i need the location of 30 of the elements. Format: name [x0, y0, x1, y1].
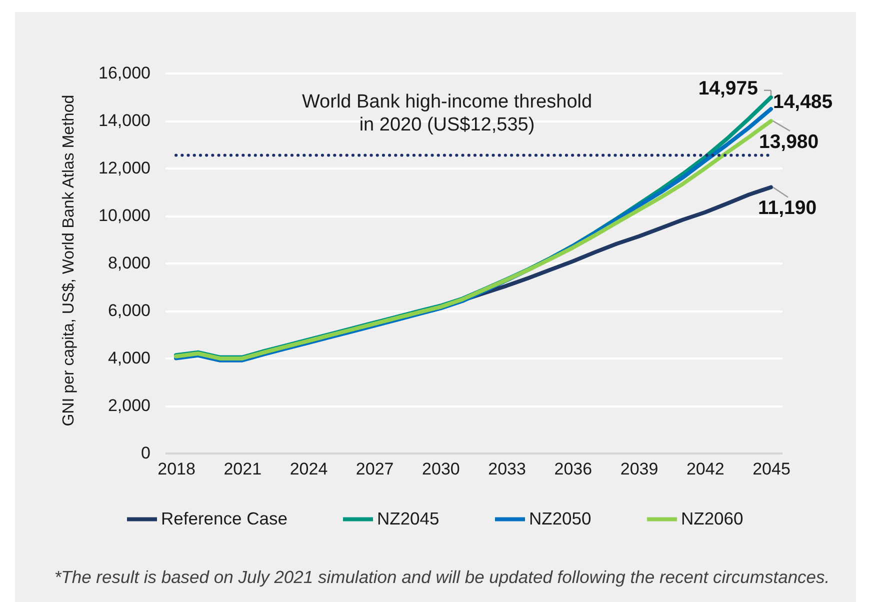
x-tick-label: 2024	[290, 460, 328, 478]
y-tick-label: 10,000	[98, 206, 150, 225]
y-tick-label: 12,000	[98, 158, 150, 178]
x-tick-label: 2036	[554, 460, 592, 478]
x-tick-label: 2030	[422, 460, 460, 478]
legend-label: NZ2050	[529, 508, 592, 528]
x-tick-label: 2045	[752, 460, 790, 478]
x-tick-label: 2033	[488, 460, 526, 478]
data-label: 14,485	[772, 90, 833, 113]
y-axis-title: GNI per capita, US$, World Bank Atlas Method	[60, 94, 78, 426]
y-tick-label: 2,000	[108, 396, 150, 415]
y-tick-label: 16,000	[98, 64, 150, 82]
data-label: 14,975	[698, 77, 758, 100]
text: *The result is based on July 2021 simulation and will be updated following the recent circumstances.	[54, 567, 830, 587]
legend-label: Reference Case	[161, 508, 288, 528]
y-tick-label: 14,000	[98, 111, 150, 130]
x-tick-label: 2042	[686, 460, 724, 478]
data-label: 11,190	[758, 197, 817, 220]
y-tick-label: 4,000	[108, 348, 150, 368]
y-tick-label: 6,000	[108, 301, 150, 320]
x-tick-label: 2027	[356, 460, 394, 478]
x-tick-label: 2018	[158, 460, 196, 478]
legend-label: NZ2045	[377, 508, 440, 528]
x-tick-label: 2021	[224, 460, 262, 478]
legend-label: NZ2060	[681, 508, 744, 528]
y-tick-label: 0	[141, 444, 150, 462]
x-tick-label: 2039	[620, 460, 658, 478]
data-label: 13,980	[758, 130, 819, 153]
ref-line-label: World Bank high-income threshold in 2020 (US$12,535)	[302, 91, 592, 136]
y-tick-label: 8,000	[108, 254, 150, 272]
